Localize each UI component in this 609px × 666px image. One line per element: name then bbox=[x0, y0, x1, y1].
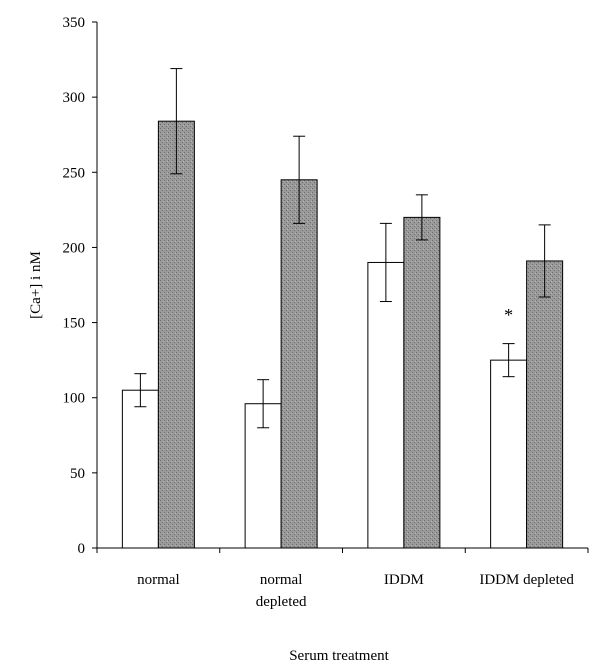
y-tick-label-7: 350 bbox=[63, 15, 86, 31]
y-tick-label-3: 150 bbox=[63, 316, 86, 332]
bar-s2-1 bbox=[280, 179, 318, 549]
y-tick-label-0: 0 bbox=[78, 541, 86, 557]
y-tick-label-5: 250 bbox=[63, 165, 86, 181]
y-tick-label-4: 200 bbox=[63, 240, 86, 256]
bar-s1-2 bbox=[367, 261, 405, 549]
bar-s2-3 bbox=[526, 260, 564, 549]
x-axis-title: Serum treatment bbox=[289, 648, 389, 664]
bar-s2-2 bbox=[403, 216, 441, 549]
x-tick-label-0-0: normal bbox=[137, 572, 180, 588]
x-tick-label-1-0: normal bbox=[260, 572, 303, 588]
x-tick-label-1-1: depleted bbox=[256, 594, 307, 610]
bar-s2-0 bbox=[157, 120, 195, 549]
y-tick-label-6: 300 bbox=[63, 90, 86, 106]
y-axis-title: [Ca+] i nM bbox=[28, 251, 44, 319]
annotation-0: * bbox=[504, 305, 513, 325]
x-tick-label-3-0: IDDM depleted bbox=[479, 572, 574, 588]
bar-s1-3 bbox=[490, 359, 528, 549]
bar-s1-0 bbox=[121, 389, 159, 549]
x-tick-label-2-0: IDDM bbox=[384, 572, 424, 588]
y-tick-label-1: 50 bbox=[70, 466, 85, 482]
y-tick-label-2: 100 bbox=[63, 391, 86, 407]
